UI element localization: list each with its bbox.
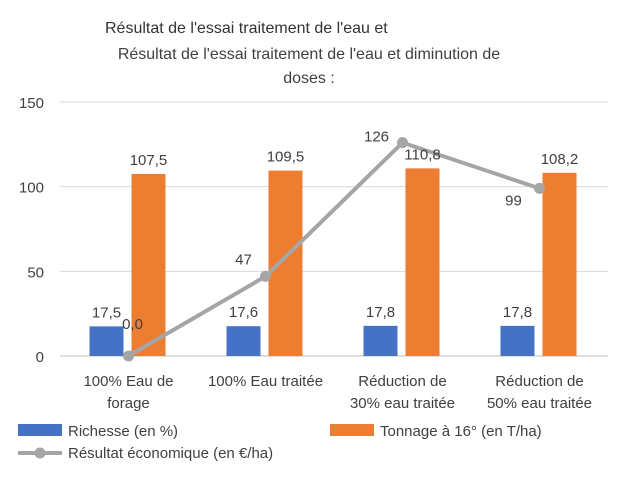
y-tick-label: 50 [27, 264, 44, 281]
x-tick-label: Réduction de [358, 373, 446, 390]
bar-data-label: 110,8 [404, 146, 440, 163]
x-axis-categories: 100% Eau de forage 100% Eau traitée Réducti… [83, 373, 592, 412]
header-fragment: Résultat de l'essai traitement de l'eau … [105, 20, 388, 37]
bar-data-label: 109,5 [267, 149, 305, 166]
legend-marker [34, 447, 46, 459]
bar-data-label: 108,2 [541, 151, 579, 168]
bar-data-label: 17,6 [229, 304, 258, 321]
data-labels: 17,5 17,6 17,8 17,8 107,5 109,5 110,8 108,2 0,0 4… [92, 129, 578, 333]
line-marker [260, 270, 271, 282]
bar [89, 326, 124, 356]
y-tick-label: 0 [36, 349, 44, 366]
legend: Richesse (en %) Tonnage à 16° (en T/ha) Ré… [18, 423, 542, 462]
line-data-label: 0,0 [122, 316, 143, 333]
line-data-label: 126 [364, 129, 389, 146]
legend-label: Richesse (en %) [68, 423, 178, 440]
x-tick-label: 30% eau traitée [350, 395, 455, 412]
legend-label: Tonnage à 16° (en T/ha) [380, 423, 542, 440]
bar [226, 326, 261, 356]
bar [542, 172, 577, 356]
line-data-label: 99 [505, 192, 522, 209]
bar [405, 168, 440, 356]
y-axis-ticks: 0 50 100 150 [19, 95, 44, 366]
bar-data-label: 17,8 [503, 304, 532, 321]
economic-line [123, 137, 545, 362]
bar [268, 170, 303, 356]
x-tick-label: 100% Eau traitée [208, 373, 323, 390]
line-marker [534, 182, 545, 194]
line-data-label: 47 [235, 251, 252, 268]
bar-data-label: 17,8 [366, 304, 395, 321]
chart-title-line-1: Résultat de l'essai traitement de l'eau … [118, 46, 500, 63]
bar [500, 325, 535, 356]
x-tick-label: 100% Eau de [83, 373, 173, 390]
line-marker [123, 350, 134, 362]
legend-label: Résultat économique (en €/ha) [68, 445, 273, 462]
bars [89, 168, 577, 356]
chart-title-line-2: doses : [283, 70, 335, 87]
bar [363, 325, 398, 356]
x-tick-label: forage [107, 395, 150, 412]
y-tick-label: 100 [19, 180, 44, 197]
legend-swatch [18, 424, 62, 436]
x-tick-label: 50% eau traitée [487, 395, 592, 412]
legend-swatch [330, 424, 374, 436]
bar [131, 173, 166, 356]
line-series [127, 140, 541, 358]
bar-data-label: 17,5 [92, 304, 121, 321]
bar-data-label: 107,5 [130, 152, 168, 169]
y-tick-label: 150 [19, 95, 44, 112]
line-marker [397, 137, 408, 149]
x-tick-label: Réduction de [495, 373, 583, 390]
